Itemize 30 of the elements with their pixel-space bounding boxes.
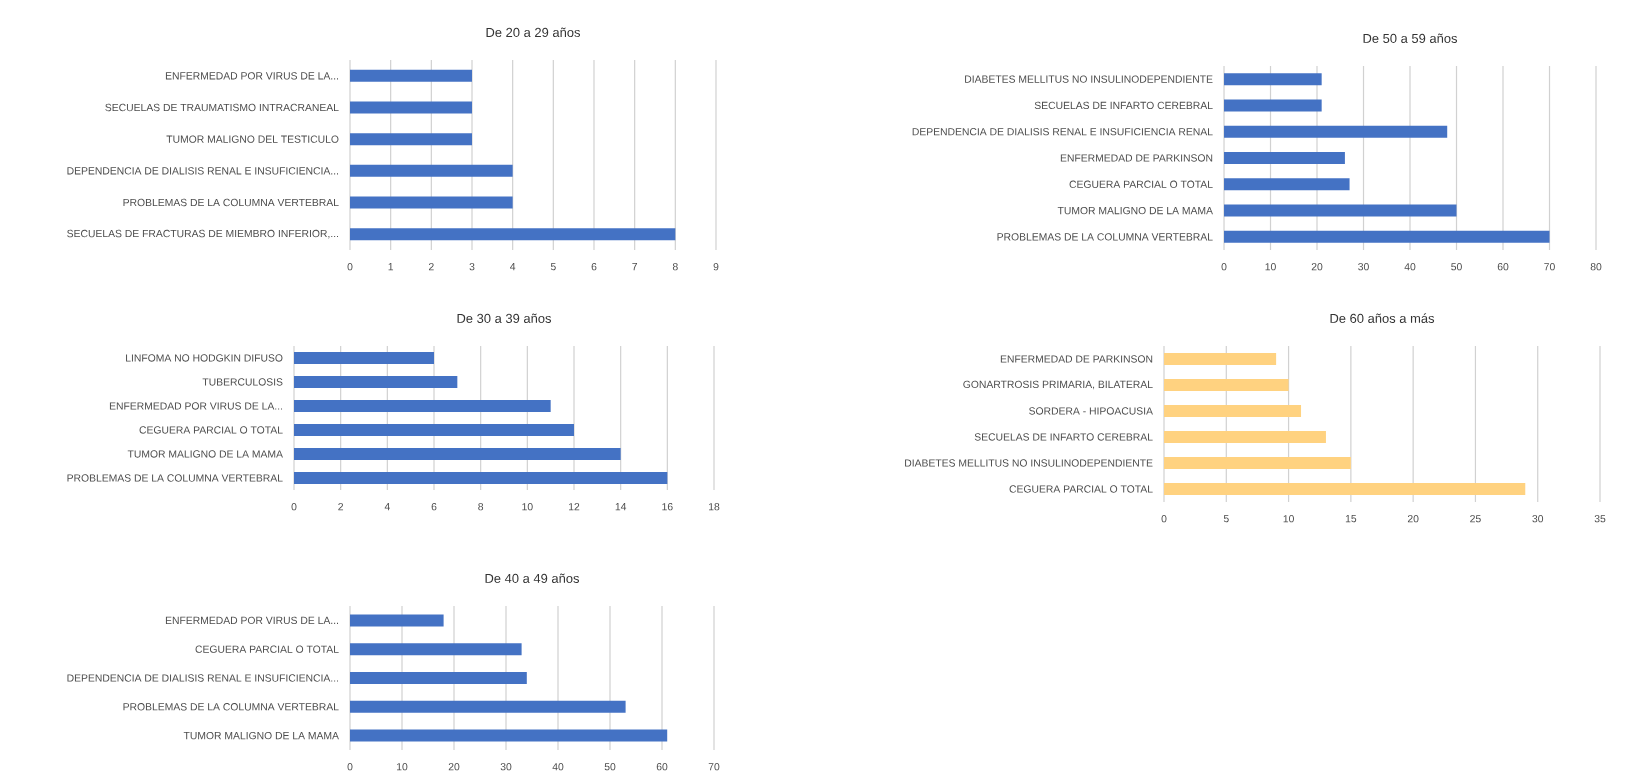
- bar: [1164, 430, 1326, 443]
- bar: [294, 447, 621, 460]
- bar: [294, 399, 551, 412]
- bar: [350, 164, 513, 177]
- bar: [294, 472, 668, 484]
- bar: [1164, 378, 1289, 391]
- bar: [350, 614, 444, 627]
- bar: [350, 196, 513, 209]
- bar: [350, 729, 668, 742]
- bar: [1164, 352, 1277, 365]
- bar: [294, 351, 434, 364]
- bar: [1224, 99, 1322, 112]
- bar: [350, 101, 472, 114]
- bar: [1224, 178, 1350, 191]
- bar: [1164, 404, 1302, 417]
- bar: [1224, 125, 1448, 138]
- bar: [1224, 204, 1457, 217]
- bar: [350, 700, 626, 713]
- bar: [1164, 483, 1526, 495]
- bar: [294, 375, 458, 388]
- bar: [1224, 151, 1345, 164]
- bar: [350, 133, 472, 146]
- bar: [1164, 457, 1351, 469]
- bar: [350, 228, 676, 241]
- bar: [350, 643, 522, 656]
- bar: [350, 69, 472, 82]
- bar: [350, 672, 527, 684]
- bar: [294, 423, 574, 436]
- bar: [1224, 73, 1322, 86]
- bar: [1224, 230, 1550, 243]
